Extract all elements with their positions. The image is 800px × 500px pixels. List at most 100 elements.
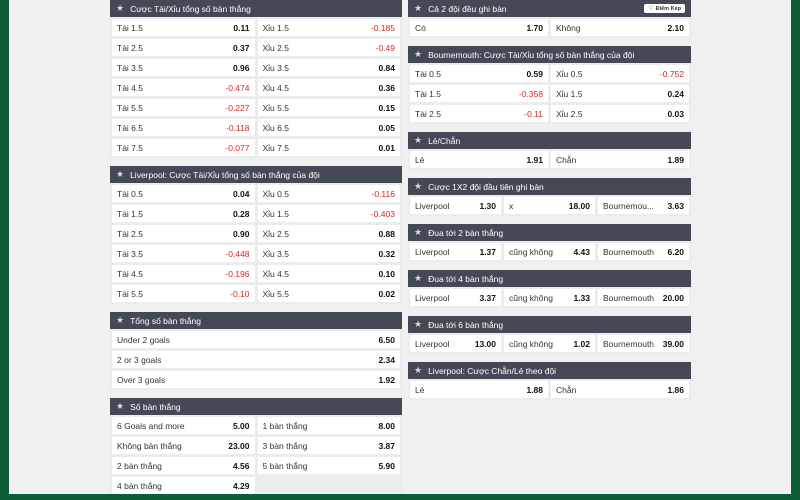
odds-button[interactable]: Liverpool 3.37	[410, 289, 501, 306]
market-header[interactable]: ★ Đua tới 4 bàn thắng	[408, 270, 691, 287]
odds-button[interactable]: Bournemouth 20.00	[598, 289, 689, 306]
odds-value: 0.84	[378, 62, 395, 73]
star-icon[interactable]: ★	[414, 273, 423, 283]
market-header[interactable]: ★ Tổng số bàn thắng	[110, 312, 402, 329]
star-icon[interactable]: ★	[116, 315, 125, 325]
market-header[interactable]: ★ Bournemouth: Cược Tài/Xỉu tổng số bàn t…	[408, 46, 691, 63]
odds-button[interactable]: Xỉu 4.5 0.10	[257, 265, 400, 282]
odds-button[interactable]: Bournemouth 6.20	[598, 243, 689, 260]
odds-button[interactable]: Liverpool 1.30	[410, 197, 501, 214]
star-icon[interactable]: ★	[116, 169, 125, 179]
odds-button[interactable]: 5 bàn thắng 5.90	[257, 457, 400, 474]
odds-button[interactable]: Xỉu 0.5 -0.116	[257, 185, 400, 202]
odds-button[interactable]: Xỉu 7.5 0.01	[257, 139, 400, 156]
odds-button[interactable]: Tài 3.5 0.96	[112, 59, 255, 76]
odds-button[interactable]: Liverpool 13.00	[410, 335, 501, 352]
odds-button[interactable]: Under 2 goals 6.50	[112, 331, 400, 348]
selection-label: Tài 2.5	[117, 228, 143, 239]
odds-button[interactable]: Tài 5.5 -0.10	[112, 285, 255, 302]
market-selections: Tài 0.5 0.04 Xỉu 0.5 -0.116 Tài 1.5 0.28 Xỉu 1…	[110, 183, 402, 304]
odds-button[interactable]: Tài 1.5 0.11	[112, 19, 255, 36]
odds-button[interactable]: 2 bàn thắng 4.56	[112, 457, 255, 474]
market-selections: Tài 1.5 0.11 Xỉu 1.5 -0.185 Tài 2.5 0.37 Xỉu 2…	[110, 17, 402, 158]
odds-button[interactable]: Tài 2.5 -0.11	[410, 105, 548, 122]
odds-button[interactable]: Tài 0.5 0.59	[410, 65, 548, 82]
odds-button[interactable]: Tài 5.5 -0.227	[112, 99, 255, 116]
odds-button[interactable]: Tài 1.5 0.28	[112, 205, 255, 222]
odds-button[interactable]: Xỉu 2.5 -0.49	[257, 39, 400, 56]
odds-button[interactable]: Xỉu 1.5 -0.185	[257, 19, 400, 36]
selection-row: Tài 5.5 -0.227 Xỉu 5.5 0.15	[112, 99, 400, 116]
selection-label: cũng không	[509, 292, 553, 303]
selection-label: Tài 1.5	[117, 22, 143, 33]
star-icon[interactable]: ★	[414, 319, 423, 329]
market-header[interactable]: ★ Cược Tài/Xỉu tổng số bàn thắng	[110, 0, 402, 17]
odds-button[interactable]: 1 bàn thắng 8.00	[257, 417, 400, 434]
star-icon[interactable]: ★	[414, 181, 423, 191]
odds-button[interactable]: Lẻ 1.88	[410, 381, 548, 398]
odds-button[interactable]: Không bàn thắng 23.00	[112, 437, 255, 454]
odds-button[interactable]: Over 3 goals 1.92	[112, 371, 400, 388]
odds-button[interactable]: Tài 6.5 -0.118	[112, 119, 255, 136]
odds-button[interactable]: 2 or 3 goals 2.34	[112, 351, 400, 368]
odds-button[interactable]: Xỉu 4.5 0.36	[257, 79, 400, 96]
odds-button[interactable]: Xỉu 0.5 -0.752	[551, 65, 689, 82]
market-header[interactable]: ★ Cả 2 đội đều ghi bàn ♡ Điểm Kép	[408, 0, 691, 17]
market-header[interactable]: ★ Liverpool: Cược Tài/Xỉu tổng số bàn thắ…	[110, 166, 402, 183]
odds-button[interactable]: 4 bàn thắng 4.29	[112, 477, 255, 494]
star-icon[interactable]: ★	[414, 49, 423, 59]
market-ca-2-doi-deu-ghi-ban: ★ Cả 2 đội đều ghi bàn ♡ Điểm Kép Có 1.70 Khôn…	[408, 0, 691, 38]
odds-button[interactable]: Xỉu 3.5 0.32	[257, 245, 400, 262]
odds-button[interactable]: Không 2.10	[551, 19, 689, 36]
odds-button[interactable]: Xỉu 1.5 0.24	[551, 85, 689, 102]
odds-button[interactable]: cũng không 1.02	[504, 335, 595, 352]
odds-button[interactable]: Xỉu 1.5 -0.403	[257, 205, 400, 222]
star-icon[interactable]: ★	[414, 3, 423, 13]
selection-label: Tài 4.5	[117, 82, 143, 93]
odds-button[interactable]: Xỉu 5.5 0.02	[257, 285, 400, 302]
odds-button[interactable]: Tài 0.5 0.04	[112, 185, 255, 202]
odds-button[interactable]: 6 Goals and more 5.00	[112, 417, 255, 434]
odds-button[interactable]: Tài 7.5 -0.077	[112, 139, 255, 156]
odds-button[interactable]: Xỉu 3.5 0.84	[257, 59, 400, 76]
odds-button[interactable]: cũng không 1.33	[504, 289, 595, 306]
star-icon[interactable]: ★	[414, 227, 423, 237]
odds-button[interactable]: Chẵn 1.86	[551, 381, 689, 398]
market-title: Đua tới 2 bàn thắng	[428, 227, 504, 238]
odds-button[interactable]: 3 bàn thắng 3.87	[257, 437, 400, 454]
odds-button[interactable]: Bournemou... 3.63	[598, 197, 689, 214]
odds-button[interactable]: Tài 4.5 -0.196	[112, 265, 255, 282]
odds-value: 0.11	[233, 22, 250, 33]
market-header[interactable]: ★ Số bàn thắng	[110, 398, 402, 415]
odds-button[interactable]: Chẵn 1.89	[551, 151, 689, 168]
odds-button[interactable]: Có 1.70	[410, 19, 548, 36]
market-header[interactable]: ★ Lẻ/Chẵn	[408, 132, 691, 149]
odds-button[interactable]: Tài 2.5 0.90	[112, 225, 255, 242]
odds-button[interactable]: Liverpool 1.37	[410, 243, 501, 260]
odds-value: 1.91	[526, 154, 543, 165]
odds-button[interactable]: x 18.00	[504, 197, 595, 214]
odds-button[interactable]: Xỉu 5.5 0.15	[257, 99, 400, 116]
odds-button[interactable]: Tài 3.5 -0.448	[112, 245, 255, 262]
star-icon[interactable]: ★	[116, 3, 125, 13]
odds-button[interactable]: Tài 2.5 0.37	[112, 39, 255, 56]
odds-button[interactable]: Xỉu 2.5 0.88	[257, 225, 400, 242]
odds-button[interactable]: Lẻ 1.91	[410, 151, 548, 168]
market-header[interactable]: ★ Đua tới 2 bàn thắng	[408, 224, 691, 241]
star-icon[interactable]: ★	[414, 365, 423, 375]
odds-button[interactable]: cũng không 4.43	[504, 243, 595, 260]
selection-row: Tài 0.5 0.04 Xỉu 0.5 -0.116	[112, 185, 400, 202]
odds-button[interactable]: Tài 1.5 -0.358	[410, 85, 548, 102]
star-icon[interactable]: ★	[414, 135, 423, 145]
market-header[interactable]: ★ Liverpool: Cược Chẵn/Lẻ theo đội	[408, 362, 691, 379]
odds-value: 3.37	[479, 292, 496, 303]
odds-value: 0.24	[667, 88, 684, 99]
odds-button[interactable]: Bournemouth 39.00	[598, 335, 689, 352]
odds-button[interactable]: Xỉu 2.5 0.03	[551, 105, 689, 122]
odds-button[interactable]: Xỉu 6.5 0.05	[257, 119, 400, 136]
selection-label: Bournemou...	[603, 200, 655, 211]
market-header[interactable]: ★ Đua tới 6 bàn thắng	[408, 316, 691, 333]
odds-button[interactable]: Tài 4.5 -0.474	[112, 79, 255, 96]
market-header[interactable]: ★ Cược 1X2 đội đầu tiên ghi bàn	[408, 178, 691, 195]
star-icon[interactable]: ★	[116, 401, 125, 411]
